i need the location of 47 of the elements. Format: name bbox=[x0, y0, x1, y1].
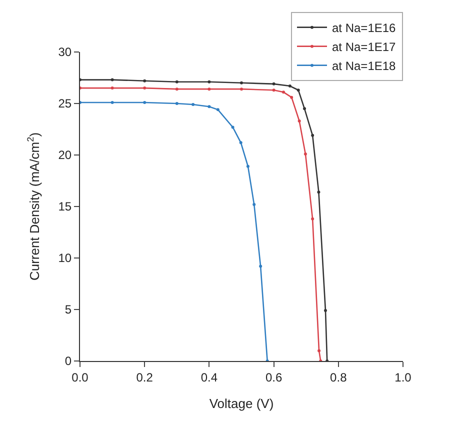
point bbox=[246, 164, 250, 168]
y-tick-label: 20 bbox=[58, 148, 72, 162]
point bbox=[282, 90, 285, 94]
x-tick-label: 0.2 bbox=[136, 370, 154, 384]
y-tick-label: 15 bbox=[58, 200, 72, 214]
legend-label: at Na=1E16 bbox=[332, 21, 396, 36]
point bbox=[317, 190, 320, 194]
x-tick-label: 0.0 bbox=[72, 370, 89, 384]
point bbox=[110, 78, 114, 82]
point bbox=[231, 126, 234, 129]
legend-label: at Na=1E17 bbox=[332, 40, 396, 54]
point bbox=[302, 107, 306, 110]
point bbox=[143, 79, 146, 82]
x-axis-title: Voltage (V) bbox=[209, 396, 274, 411]
point bbox=[239, 141, 242, 144]
point bbox=[208, 80, 211, 84]
x-tick-label: 0.4 bbox=[200, 370, 218, 384]
point bbox=[272, 88, 276, 92]
x-tick-label: 0.6 bbox=[265, 370, 282, 384]
point bbox=[110, 100, 114, 104]
point bbox=[318, 349, 321, 352]
point bbox=[252, 202, 256, 206]
point bbox=[240, 81, 243, 84]
x-tick-label: 0.8 bbox=[330, 370, 348, 384]
point bbox=[110, 86, 114, 90]
point bbox=[175, 80, 178, 84]
y-tick-label: 10 bbox=[58, 251, 72, 266]
point bbox=[259, 264, 262, 268]
point bbox=[272, 82, 276, 86]
y-tick-label: 0 bbox=[64, 354, 72, 368]
y-tick-label: 5 bbox=[64, 302, 72, 317]
point bbox=[290, 96, 294, 99]
point bbox=[208, 88, 211, 91]
point bbox=[304, 152, 307, 156]
legend-label: at Na=1E18 bbox=[332, 59, 396, 74]
point bbox=[311, 134, 314, 137]
point bbox=[175, 88, 178, 91]
point bbox=[298, 120, 301, 123]
point bbox=[240, 88, 243, 91]
point bbox=[296, 88, 300, 92]
x-tick-label: 1.0 bbox=[394, 370, 412, 384]
point bbox=[311, 217, 314, 220]
point bbox=[208, 105, 211, 108]
y-tick-label: 30 bbox=[58, 45, 72, 60]
y-tick-label: 25 bbox=[58, 96, 72, 111]
line-series bbox=[80, 100, 269, 361]
point bbox=[216, 108, 220, 112]
